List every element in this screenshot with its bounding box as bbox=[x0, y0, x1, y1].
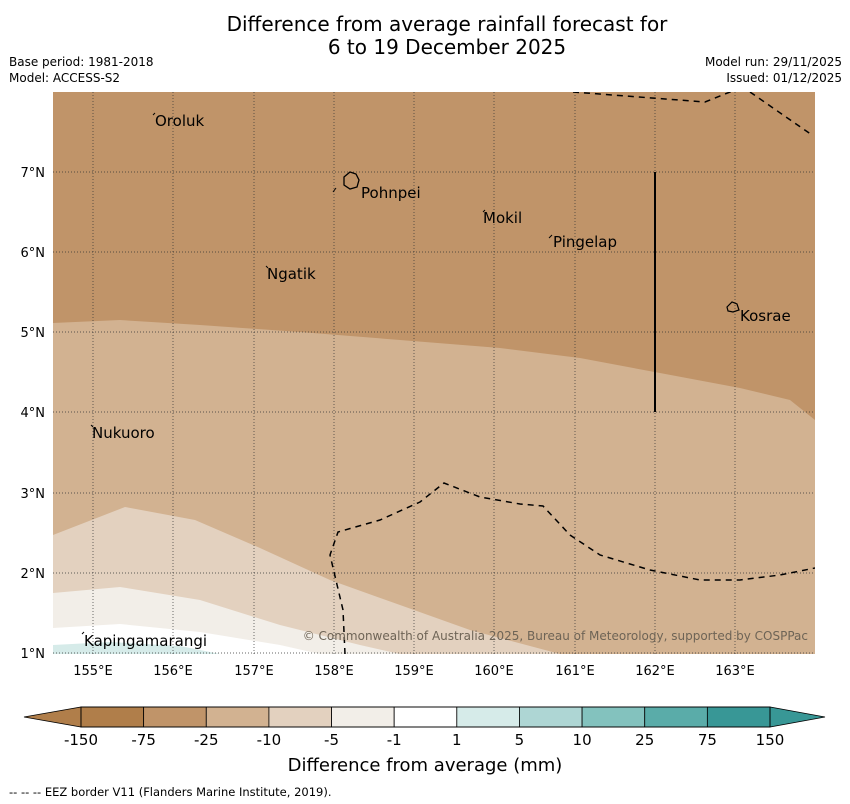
map-title: Difference from average rainfall forecas… bbox=[0, 13, 850, 59]
model-run: Model run: 29/11/2025 bbox=[704, 55, 842, 69]
lon-label: 160°E bbox=[474, 664, 514, 679]
colorbar: -150 -75 -25 -10 -5 -1 1 5 10 25 75 150 bbox=[23, 706, 826, 749]
colorbar-swatch bbox=[80, 706, 145, 728]
colorbar-swatches bbox=[80, 706, 771, 728]
colorbar-swatch bbox=[644, 706, 708, 728]
lat-label: 2°N bbox=[21, 567, 46, 582]
lat-label: 6°N bbox=[21, 246, 46, 261]
colorbar-extend-low bbox=[23, 706, 82, 728]
place-kosrae: Kosrae bbox=[740, 307, 791, 325]
lon-label: 161°E bbox=[555, 664, 595, 679]
lon-label: 158°E bbox=[314, 664, 354, 679]
colorbar-tick-label: -10 bbox=[257, 731, 282, 749]
colorbar-swatch bbox=[268, 706, 332, 728]
colorbar-tick-label: 150 bbox=[756, 731, 785, 749]
lat-label: 5°N bbox=[21, 326, 46, 341]
colorbar-swatch bbox=[519, 706, 583, 728]
place-ngatik: Ngatik bbox=[267, 265, 316, 283]
meta-right: Model run: 29/11/2025 Issued: 01/12/2025 bbox=[705, 54, 842, 86]
place-oroluk: Oroluk bbox=[155, 112, 204, 130]
lon-label: 157°E bbox=[234, 664, 274, 679]
place-kapingamarangi: Kapingamarangi bbox=[84, 632, 207, 650]
lon-label: 159°E bbox=[394, 664, 434, 679]
latitude-axis: 7°N 6°N 5°N 4°N 3°N 2°N 1°N bbox=[21, 166, 46, 662]
islet-marker bbox=[332, 187, 337, 193]
lat-label: 4°N bbox=[21, 406, 46, 421]
colorbar-swatch bbox=[331, 706, 395, 728]
rainfall-map: Oroluk Pohnpei Mokil Pingelap Ngatik Kos… bbox=[53, 92, 815, 654]
title-line-1: Difference from average rainfall forecas… bbox=[226, 12, 668, 36]
base-period: Base period: 1981-2018 bbox=[9, 55, 154, 69]
longitude-axis: 155°E 156°E 157°E 158°E 159°E 160°E 161°… bbox=[73, 664, 755, 679]
colorbar-frame bbox=[80, 706, 771, 728]
lon-label: 156°E bbox=[153, 664, 193, 679]
lat-label: 3°N bbox=[21, 487, 46, 502]
colorbar-tick-label: -25 bbox=[194, 731, 219, 749]
model-name: Model: ACCESS-S2 bbox=[9, 71, 121, 85]
meta-left: Base period: 1981-2018 Model: ACCESS-S2 bbox=[9, 54, 154, 86]
colorbar-tick-label: 10 bbox=[573, 731, 592, 749]
colorbar-swatch bbox=[706, 706, 771, 728]
colorbar-tick-labels: -150 -75 -25 -10 -5 -1 1 5 10 25 75 150 bbox=[64, 731, 784, 749]
lon-label: 163°E bbox=[715, 664, 755, 679]
kosrae-island bbox=[726, 301, 740, 313]
place-pingelap: Pingelap bbox=[553, 233, 617, 251]
place-mokil: Mokil bbox=[483, 209, 522, 227]
eez-footnote: -- -- -- EEZ border V11 (Flanders Marine… bbox=[9, 785, 332, 799]
colorbar-tick-label: -1 bbox=[387, 731, 402, 749]
region-fill-plus-1 bbox=[53, 642, 220, 654]
lon-label: 155°E bbox=[73, 664, 113, 679]
lat-label: 1°N bbox=[21, 647, 46, 662]
copyright-text: © Commonwealth of Australia 2025, Bureau… bbox=[303, 629, 808, 643]
eez-border bbox=[329, 92, 815, 654]
colorbar-tick-label: -150 bbox=[64, 731, 98, 749]
colorbar-swatch bbox=[205, 706, 270, 728]
place-labels: Oroluk Pohnpei Mokil Pingelap Ngatik Kos… bbox=[84, 112, 791, 650]
colorbar-tick-label: 25 bbox=[635, 731, 654, 749]
colorbar-swatch bbox=[456, 706, 520, 728]
place-pohnpei: Pohnpei bbox=[361, 184, 421, 202]
colorbar-tick-label: -75 bbox=[131, 731, 156, 749]
colorbar-extend-high bbox=[769, 706, 826, 728]
island-markers bbox=[81, 112, 553, 635]
colorbar-tick-label: 1 bbox=[452, 731, 462, 749]
pohnpei-island bbox=[343, 171, 360, 190]
colorbar-title: Difference from average (mm) bbox=[287, 755, 563, 776]
colorbar-tick-label: -5 bbox=[324, 731, 339, 749]
colorbar-swatch bbox=[143, 706, 207, 728]
issued-date: Issued: 01/12/2025 bbox=[726, 71, 842, 85]
lat-label: 7°N bbox=[21, 166, 46, 181]
title-line-2: 6 to 19 December 2025 bbox=[327, 35, 567, 59]
place-nukuoro: Nukuoro bbox=[92, 424, 155, 442]
colorbar-swatch bbox=[581, 706, 646, 728]
colorbar-tick-label: 5 bbox=[515, 731, 525, 749]
colorbar-tick-label: 75 bbox=[698, 731, 717, 749]
graticule bbox=[53, 92, 815, 654]
colorbar-swatch bbox=[393, 706, 458, 728]
lon-label: 162°E bbox=[635, 664, 675, 679]
